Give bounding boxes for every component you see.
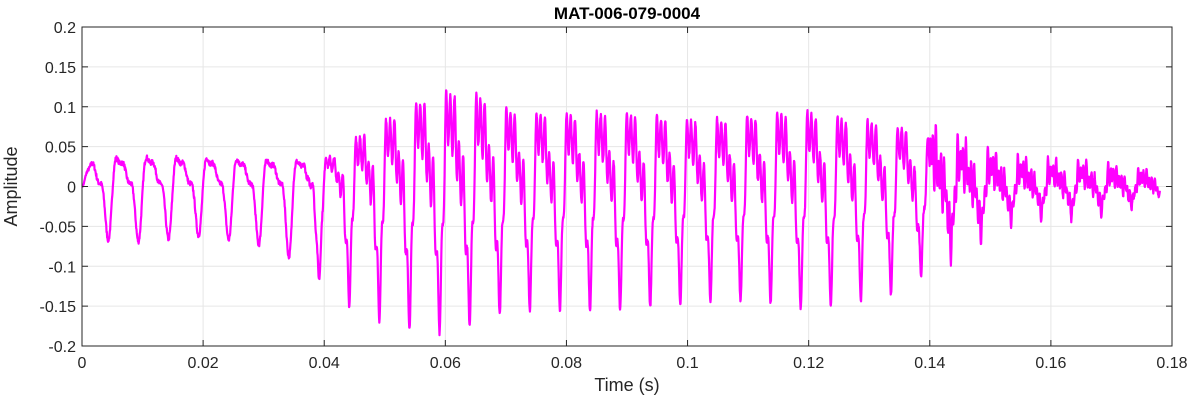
x-tick-label: 0.1 bbox=[676, 355, 698, 372]
y-tick-label: 0 bbox=[67, 180, 76, 197]
x-tick-label: 0.08 bbox=[551, 355, 582, 372]
waveform-line bbox=[81, 89, 1161, 337]
x-axis-label: Time (s) bbox=[594, 375, 659, 395]
x-tick-label: 0.18 bbox=[1156, 355, 1187, 372]
y-tick-label: -0.05 bbox=[40, 219, 77, 236]
y-tick-label: 0.15 bbox=[45, 60, 76, 77]
y-tick-label: 0.2 bbox=[54, 20, 76, 37]
y-tick-label: 0.1 bbox=[54, 100, 76, 117]
x-tick-label: 0.12 bbox=[793, 355, 824, 372]
x-tick-label: 0.16 bbox=[1035, 355, 1066, 372]
y-tick-label: -0.1 bbox=[48, 259, 76, 276]
y-tick-label: 0.05 bbox=[45, 140, 76, 157]
x-tick-label: 0.14 bbox=[914, 355, 945, 372]
series-group bbox=[81, 89, 1161, 337]
y-tick-label: -0.2 bbox=[48, 339, 76, 356]
x-axis: 0 0.02 0.04 0.06 0.08 0.1 0.12 0.14 0.16 0.18 bbox=[78, 27, 1188, 372]
y-tick-label: -0.15 bbox=[40, 299, 77, 316]
y-axis-label: Amplitude bbox=[1, 146, 21, 226]
chart-title: MAT-006-079-0004 bbox=[554, 4, 701, 23]
x-tick-label: 0.04 bbox=[309, 355, 340, 372]
x-tick-label: 0.02 bbox=[188, 355, 219, 372]
y-axis: -0.2 -0.15 -0.1 -0.05 0 0.05 0.1 0.15 0.2 bbox=[40, 20, 1172, 356]
x-tick-label: 0.06 bbox=[430, 355, 461, 372]
x-tick-label: 0 bbox=[78, 355, 87, 372]
